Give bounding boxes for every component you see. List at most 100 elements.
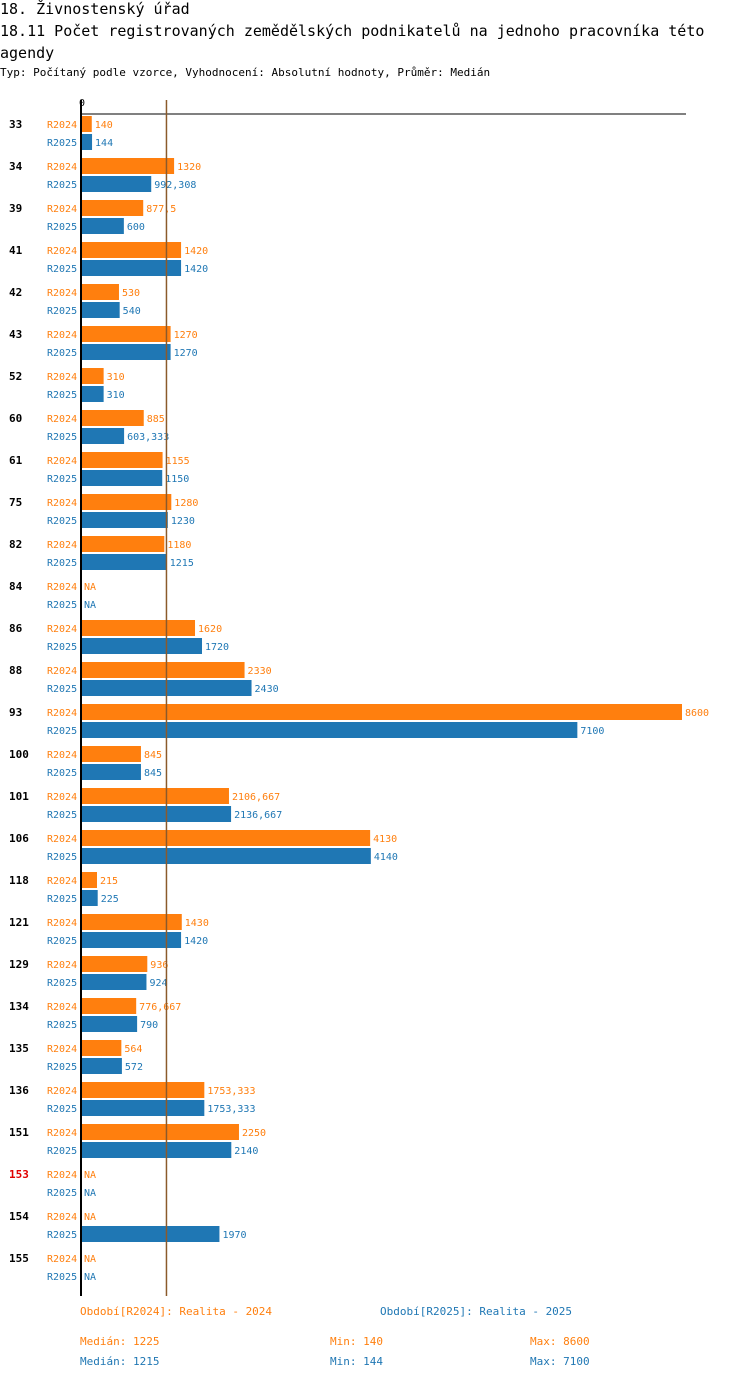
value-label: 2106,667 bbox=[232, 792, 280, 803]
value-label: 1970 bbox=[222, 1230, 246, 1241]
value-label: 924 bbox=[149, 978, 167, 989]
category-label: 100 bbox=[9, 748, 29, 761]
value-label: NA bbox=[84, 1212, 96, 1223]
bar-r2025 bbox=[82, 512, 168, 528]
row-84: 84 R2024 NA R2025 NA bbox=[9, 580, 96, 611]
value-label: 1320 bbox=[177, 162, 201, 173]
bar-r2025 bbox=[82, 1142, 232, 1158]
series-label: R2025 bbox=[47, 516, 77, 527]
category-label: 52 bbox=[9, 370, 22, 383]
value-label: 877,5 bbox=[146, 204, 176, 215]
bar-r2025 bbox=[82, 722, 578, 738]
bar-r2024 bbox=[82, 452, 163, 468]
legend: Období[R2024]: Realita - 2024 Období[R20… bbox=[80, 1305, 590, 1368]
bar-r2025 bbox=[82, 638, 202, 654]
bar-r2025 bbox=[82, 428, 125, 444]
value-label: 1420 bbox=[184, 246, 208, 257]
category-label: 82 bbox=[9, 538, 22, 551]
value-label: 310 bbox=[107, 390, 125, 401]
value-label: 215 bbox=[100, 876, 118, 887]
series-label: R2024 bbox=[47, 372, 77, 383]
value-label: 992,308 bbox=[154, 180, 196, 191]
category-label: 34 bbox=[9, 160, 23, 173]
bars-layer: 0 33 R2024 140 R2025 144 34 R2024 1320 R2025 992,3… bbox=[9, 98, 709, 1296]
series-label: R2025 bbox=[47, 936, 77, 947]
value-label: 1270 bbox=[174, 348, 198, 359]
series-label: R2025 bbox=[47, 642, 77, 653]
category-label: 93 bbox=[9, 706, 22, 719]
bar-r2025 bbox=[82, 260, 182, 276]
series-label: R2025 bbox=[47, 390, 77, 401]
series-label: R2025 bbox=[47, 726, 77, 737]
category-label: 121 bbox=[9, 916, 29, 929]
legend-period-2025: Období[R2025]: Realita - 2025 bbox=[380, 1305, 572, 1318]
series-label: R2024 bbox=[47, 834, 77, 845]
bar-r2024 bbox=[82, 914, 182, 930]
category-label: 84 bbox=[9, 580, 23, 593]
series-label: R2025 bbox=[47, 474, 77, 485]
bar-r2024 bbox=[82, 326, 171, 342]
series-label: R2025 bbox=[47, 1146, 77, 1157]
bar-r2025 bbox=[82, 302, 120, 318]
series-label: R2025 bbox=[47, 264, 77, 275]
value-label: 600 bbox=[127, 222, 145, 233]
bar-r2025 bbox=[82, 176, 152, 192]
legend-max-2024: Max: 8600 bbox=[530, 1335, 590, 1348]
value-label: 7100 bbox=[580, 726, 604, 737]
category-label: 88 bbox=[9, 664, 22, 677]
series-label: R2024 bbox=[47, 498, 77, 509]
category-label: 134 bbox=[9, 1000, 29, 1013]
series-label: R2025 bbox=[47, 348, 77, 359]
legend-min-2024: Min: 140 bbox=[330, 1335, 383, 1348]
category-label: 43 bbox=[9, 328, 22, 341]
value-label: 1753,333 bbox=[207, 1086, 255, 1097]
category-label: 42 bbox=[9, 286, 22, 299]
series-label: R2025 bbox=[47, 600, 77, 611]
row-93: 93 R2024 8600 R2025 7100 bbox=[9, 704, 709, 738]
value-label: NA bbox=[84, 1188, 96, 1199]
category-label: 154 bbox=[9, 1210, 29, 1223]
series-label: R2024 bbox=[47, 1170, 77, 1181]
category-label: 39 bbox=[9, 202, 22, 215]
series-label: R2024 bbox=[47, 1086, 77, 1097]
value-label: 845 bbox=[144, 768, 162, 779]
series-label: R2025 bbox=[47, 1272, 77, 1283]
series-label: R2025 bbox=[47, 432, 77, 443]
series-label: R2024 bbox=[47, 1212, 77, 1223]
value-label: 790 bbox=[140, 1020, 158, 1031]
value-label: 225 bbox=[101, 894, 119, 905]
value-label: 603,333 bbox=[127, 432, 169, 443]
section-heading: 18. Živnostenský úřad bbox=[0, 0, 190, 18]
series-label: R2025 bbox=[47, 222, 77, 233]
bar-r2025 bbox=[82, 344, 171, 360]
series-label: R2025 bbox=[47, 1230, 77, 1241]
value-label: 572 bbox=[125, 1062, 143, 1073]
category-label: 33 bbox=[9, 118, 22, 131]
series-label: R2024 bbox=[47, 456, 77, 467]
category-label: 129 bbox=[9, 958, 29, 971]
value-label: 776,667 bbox=[139, 1002, 181, 1013]
row-121: 121 R2024 1430 R2025 1420 bbox=[9, 914, 209, 948]
series-label: R2024 bbox=[47, 1002, 77, 1013]
value-label: 144 bbox=[95, 138, 113, 149]
series-label: R2024 bbox=[47, 246, 77, 257]
category-label: 153 bbox=[9, 1168, 29, 1181]
bar-r2025 bbox=[82, 974, 147, 990]
bar-r2024 bbox=[82, 536, 165, 552]
bar-r2024 bbox=[82, 158, 175, 174]
row-106: 106 R2024 4130 R2025 4140 bbox=[9, 830, 398, 864]
series-label: R2025 bbox=[47, 978, 77, 989]
series-label: R2025 bbox=[47, 810, 77, 821]
bar-r2025 bbox=[82, 1226, 220, 1242]
legend-median-2024: Medián: 1225 bbox=[80, 1335, 159, 1348]
value-label: 1215 bbox=[170, 558, 194, 569]
value-label: 1180 bbox=[167, 540, 191, 551]
category-label: 61 bbox=[9, 454, 23, 467]
bar-r2024 bbox=[82, 704, 682, 720]
row-61: 61 R2024 1155 R2025 1150 bbox=[9, 452, 190, 486]
bar-r2024 bbox=[82, 872, 97, 888]
series-label: R2025 bbox=[47, 180, 77, 191]
series-label: R2025 bbox=[47, 1104, 77, 1115]
value-label: 4130 bbox=[373, 834, 397, 845]
category-label: 118 bbox=[9, 874, 29, 887]
